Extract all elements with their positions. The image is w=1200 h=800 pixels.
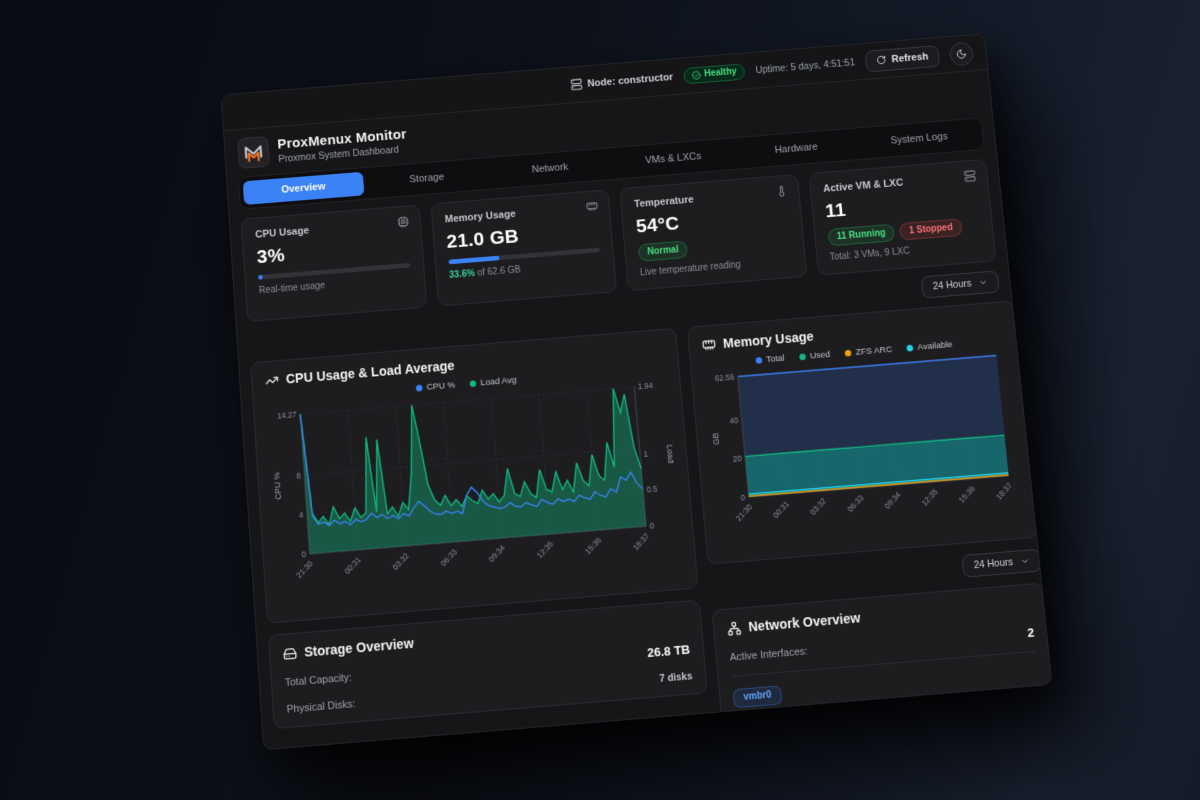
node-indicator: Node: constructor: [570, 71, 674, 91]
chevron-down-icon: [1020, 556, 1030, 566]
storage-disks-value: 7 disks: [658, 670, 693, 685]
svg-text:09:34: 09:34: [883, 489, 903, 510]
svg-text:15:36: 15:36: [957, 484, 977, 505]
network-title: Network Overview: [747, 610, 862, 635]
tab-hardware[interactable]: Hardware: [774, 141, 819, 156]
vms-running-badge: 11 Running: [827, 223, 896, 247]
cpu-value: 3%: [256, 244, 286, 268]
trending-up-icon: [264, 373, 279, 388]
server-icon: [570, 78, 582, 91]
timeframe-select-network[interactable]: 24 Hours: [961, 548, 1042, 578]
theme-toggle-button[interactable]: [948, 41, 975, 67]
svg-text:CPU %: CPU %: [272, 472, 283, 500]
node-name: Node: constructor: [586, 71, 674, 89]
svg-text:Load: Load: [665, 444, 676, 463]
svg-text:00:31: 00:31: [771, 499, 791, 520]
cpu-load-chart-card: CPU Usage & Load Average CPU % Load Avg 2…: [249, 327, 699, 624]
svg-text:03:32: 03:32: [391, 551, 411, 572]
thermometer-icon: [775, 185, 788, 198]
svg-text:15:36: 15:36: [583, 535, 603, 556]
temperature-value: 54°C: [635, 212, 681, 238]
storage-title: Storage Overview: [303, 635, 415, 660]
vms-stopped-badge: 1 Stopped: [899, 218, 963, 241]
svg-text:GB: GB: [711, 432, 721, 445]
tab-system-logs[interactable]: System Logs: [890, 131, 949, 147]
logo-m-icon: [242, 141, 265, 164]
svg-text:14.27: 14.27: [277, 410, 297, 421]
legend-dot: [844, 349, 852, 357]
svg-text:00:31: 00:31: [343, 555, 363, 576]
chevron-down-icon: [978, 278, 988, 288]
refresh-button[interactable]: Refresh: [864, 44, 941, 72]
memory-chart-title: Memory Usage: [722, 328, 815, 351]
vm-count-value: 11: [824, 199, 847, 222]
tab-network[interactable]: Network: [531, 161, 569, 176]
topbar: Node: constructor Healthy Uptime: 5 days…: [221, 34, 988, 132]
tab-storage[interactable]: Storage: [408, 171, 445, 186]
svg-text:09:34: 09:34: [487, 543, 508, 565]
active-vm-lxc-card: Active VM & LXC 11 11 Running 1 Stopped …: [808, 158, 997, 276]
svg-text:18:37: 18:37: [994, 481, 1014, 502]
network-overview-card: Network Overview Active Interfaces: 2 vm…: [711, 582, 1053, 722]
memory-icon: [586, 200, 599, 213]
svg-text:12:35: 12:35: [920, 487, 940, 508]
svg-text:03:32: 03:32: [808, 496, 828, 517]
legend-dot: [906, 344, 914, 352]
temperature-status-badge: Normal: [637, 240, 689, 262]
legend-dot: [415, 384, 423, 392]
hard-drive-icon: [283, 646, 298, 661]
refresh-icon: [877, 55, 886, 65]
legend-dot: [755, 356, 763, 364]
svg-text:21:30: 21:30: [294, 559, 314, 580]
tab-overview[interactable]: Overview: [242, 171, 365, 205]
svg-text:1: 1: [643, 449, 648, 459]
check-circle-icon: [691, 70, 701, 79]
memory-icon: [702, 337, 717, 352]
memory-chart-card: Memory Usage Total Used ZFS ARC Available 2…: [686, 300, 1039, 565]
svg-text:8: 8: [296, 471, 301, 481]
svg-text:0: 0: [649, 521, 654, 531]
svg-text:1.94: 1.94: [638, 381, 655, 392]
legend-dot: [798, 353, 806, 361]
active-interfaces-value: 2: [1026, 625, 1035, 640]
interface-badge: vmbr0: [732, 684, 783, 708]
svg-text:40: 40: [729, 416, 738, 426]
memory-value: 21.0 GB: [445, 225, 520, 253]
svg-text:0: 0: [740, 493, 745, 503]
cpu-icon: [396, 215, 409, 228]
tab-vms-lxcs[interactable]: VMs & LXCs: [644, 150, 702, 167]
memory-usage-card: Memory Usage 21.0 GB 33.6% of 62.6 GB: [430, 189, 618, 307]
memory-used-pct: 33.6%: [448, 268, 476, 281]
timeframe-select[interactable]: 24 Hours: [920, 270, 1000, 299]
svg-text:18:37: 18:37: [631, 531, 651, 552]
svg-text:20: 20: [733, 454, 742, 464]
health-badge: Healthy: [682, 62, 746, 84]
server-stack-icon: [963, 170, 976, 183]
svg-text:06:33: 06:33: [439, 547, 459, 568]
svg-text:12:35: 12:35: [535, 539, 555, 560]
network-icon: [727, 620, 742, 635]
legend-dot: [469, 380, 477, 388]
storage-overview-card: Storage Overview Total Capacity: 26.8 TB…: [267, 599, 708, 730]
svg-text:0: 0: [301, 550, 306, 560]
svg-text:06:33: 06:33: [845, 493, 865, 514]
temperature-card: Temperature 54°C Normal Live temperature…: [619, 174, 807, 292]
memory-chart: 21:30 00:31 03:32 06:33 09:34 12:35 15:36 18:37…: [711, 347, 1014, 523]
svg-text:62.56: 62.56: [715, 372, 735, 383]
dashboard-window: Node: constructor Healthy Uptime: 5 days…: [220, 33, 1053, 751]
cpu-usage-card: CPU Usage 3% Real-time usage: [240, 204, 427, 323]
uptime-text: Uptime: 5 days, 4:51:51: [755, 56, 856, 76]
storage-capacity-value: 26.8 TB: [646, 642, 691, 660]
svg-text:0.5: 0.5: [646, 484, 658, 494]
proxmenux-logo: [237, 135, 270, 169]
svg-text:4: 4: [299, 510, 305, 520]
cpu-load-chart: 21:30 00:31 03:32 06:33 09:34 12:35 15:36 18:37…: [272, 381, 676, 580]
svg-text:21:30: 21:30: [734, 502, 754, 523]
moon-icon: [957, 49, 967, 59]
